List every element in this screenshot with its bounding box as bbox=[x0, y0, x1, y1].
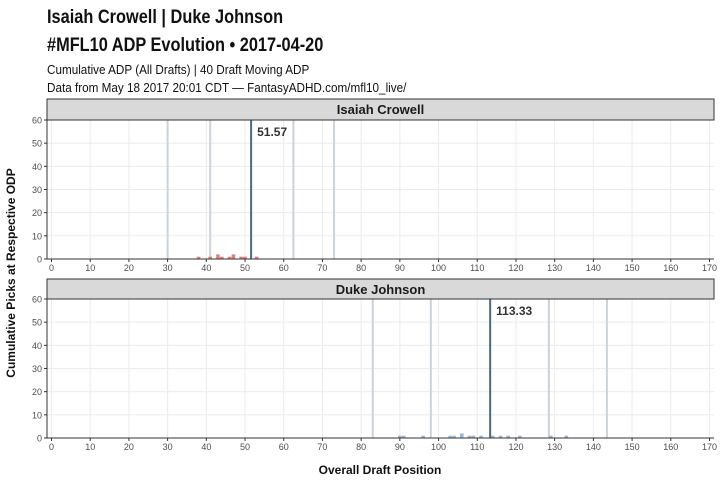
bar-0-3 bbox=[220, 256, 224, 259]
x-tick-label-0-40: 40 bbox=[201, 263, 211, 273]
adp-label-0: 51.57 bbox=[257, 125, 287, 139]
bar-1-7 bbox=[471, 435, 476, 438]
bar-1-9 bbox=[490, 435, 495, 438]
facet-strip-label-1: Duke Johnson bbox=[336, 282, 426, 297]
x-tick-label-1-110: 110 bbox=[470, 442, 484, 452]
y-tick-label-1-20: 20 bbox=[32, 387, 42, 397]
x-tick-label-0-0: 0 bbox=[49, 263, 54, 273]
bar-1-3 bbox=[448, 435, 452, 438]
y-tick-label-0-30: 30 bbox=[32, 185, 42, 195]
chart-title-adp-evolution: #MFL10 ADP Evolution • 2017-04-20 bbox=[47, 35, 324, 56]
chart-subtitle-method: Cumulative ADP (All Drafts) | 40 Draft M… bbox=[47, 62, 310, 77]
x-tick-label-0-90: 90 bbox=[395, 263, 405, 273]
x-tick-label-1-130: 130 bbox=[547, 442, 562, 452]
bar-1-5 bbox=[459, 433, 464, 438]
x-tick-label-0-30: 30 bbox=[163, 263, 173, 273]
x-tick-label-1-100: 100 bbox=[431, 442, 446, 452]
y-axis-title: Cumulative Picks at Respective ODP bbox=[4, 168, 18, 377]
x-tick-label-1-160: 160 bbox=[663, 442, 678, 452]
y-tick-label-0-40: 40 bbox=[32, 162, 42, 172]
bar-0-6 bbox=[239, 256, 243, 259]
bar-0-4 bbox=[227, 256, 232, 259]
x-tick-label-0-60: 60 bbox=[279, 263, 289, 273]
adp-label-1: 113.33 bbox=[496, 304, 532, 318]
x-tick-label-1-170: 170 bbox=[702, 442, 717, 452]
y-tick-label-0-20: 20 bbox=[32, 208, 42, 218]
bar-0-0 bbox=[196, 256, 201, 259]
bar-0-5 bbox=[231, 254, 236, 259]
y-tick-label-0-0: 0 bbox=[37, 255, 42, 265]
bar-0-2 bbox=[216, 254, 220, 259]
chart-subtitle-source: Data from May 18 2017 20:01 CDT — Fantas… bbox=[47, 80, 407, 95]
x-tick-label-1-50: 50 bbox=[240, 442, 250, 452]
y-tick-label-1-60: 60 bbox=[32, 295, 42, 305]
x-tick-label-0-130: 130 bbox=[547, 263, 562, 273]
bar-1-1 bbox=[401, 435, 406, 438]
bar-1-14 bbox=[564, 435, 569, 438]
x-tick-label-0-110: 110 bbox=[470, 263, 484, 273]
bar-0-7 bbox=[243, 256, 247, 259]
y-tick-label-0-10: 10 bbox=[32, 231, 42, 241]
y-tick-label-0-60: 60 bbox=[32, 116, 42, 126]
x-tick-label-0-10: 10 bbox=[85, 263, 95, 273]
y-tick-label-1-30: 30 bbox=[32, 364, 42, 374]
x-tick-label-0-120: 120 bbox=[508, 263, 523, 273]
bar-1-12 bbox=[518, 435, 522, 438]
x-tick-label-0-100: 100 bbox=[431, 263, 446, 273]
x-tick-label-1-140: 140 bbox=[586, 442, 601, 452]
x-tick-label-0-20: 20 bbox=[124, 263, 134, 273]
x-tick-label-0-70: 70 bbox=[317, 263, 327, 273]
bar-1-13 bbox=[549, 435, 553, 438]
x-tick-label-0-80: 80 bbox=[356, 263, 366, 273]
y-tick-label-0-50: 50 bbox=[32, 139, 42, 149]
bar-1-8 bbox=[479, 435, 483, 438]
y-tick-label-1-40: 40 bbox=[32, 341, 42, 351]
x-tick-label-0-140: 140 bbox=[586, 263, 601, 273]
bar-1-4 bbox=[452, 435, 456, 438]
x-tick-label-1-10: 10 bbox=[85, 442, 95, 452]
y-tick-label-1-10: 10 bbox=[32, 410, 42, 420]
y-tick-label-1-50: 50 bbox=[32, 318, 42, 328]
x-tick-label-0-50: 50 bbox=[240, 263, 250, 273]
facet-strip-label-0: Isaiah Crowell bbox=[337, 102, 424, 117]
x-tick-label-1-120: 120 bbox=[508, 442, 523, 452]
x-tick-label-1-150: 150 bbox=[625, 442, 640, 452]
x-tick-label-1-60: 60 bbox=[279, 442, 289, 452]
y-tick-label-1-0: 0 bbox=[37, 434, 42, 444]
x-axis-title: Overall Draft Position bbox=[319, 463, 442, 477]
x-tick-label-1-20: 20 bbox=[124, 442, 134, 452]
x-tick-label-1-30: 30 bbox=[163, 442, 173, 452]
bar-1-6 bbox=[467, 435, 472, 438]
chart-title-players: Isaiah Crowell | Duke Johnson bbox=[47, 7, 284, 28]
bar-1-2 bbox=[421, 435, 425, 438]
x-tick-label-1-80: 80 bbox=[356, 442, 366, 452]
x-tick-label-1-40: 40 bbox=[201, 442, 211, 452]
bar-1-0 bbox=[398, 435, 402, 438]
bar-1-11 bbox=[506, 435, 511, 438]
bar-0-1 bbox=[208, 256, 212, 259]
x-tick-label-0-160: 160 bbox=[663, 263, 678, 273]
bar-1-10 bbox=[498, 435, 503, 438]
x-tick-label-1-70: 70 bbox=[317, 442, 327, 452]
bar-0-8 bbox=[254, 256, 259, 259]
x-tick-label-0-170: 170 bbox=[702, 263, 717, 273]
x-tick-label-1-90: 90 bbox=[395, 442, 405, 452]
x-tick-label-0-150: 150 bbox=[625, 263, 640, 273]
x-tick-label-1-0: 0 bbox=[49, 442, 54, 452]
